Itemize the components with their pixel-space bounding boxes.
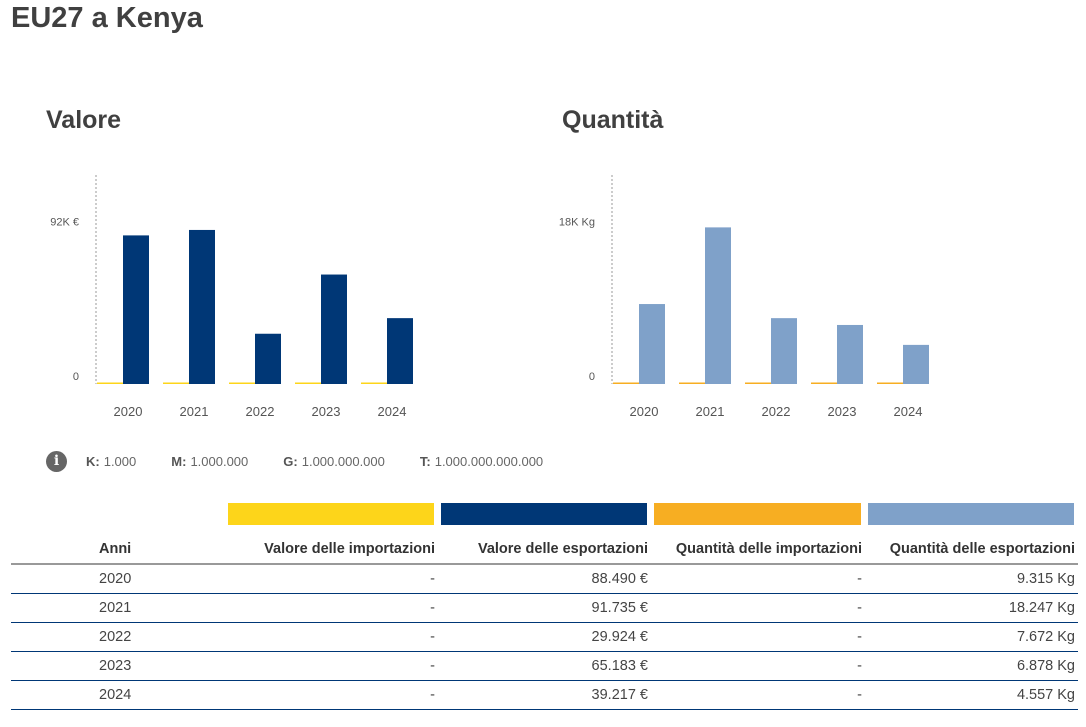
- cell-year: 2023: [11, 651, 225, 681]
- header-anni: Anni: [11, 537, 225, 565]
- cell-export-value: 65.183 €: [438, 651, 651, 681]
- cell-export-quantity: 7.672 Kg: [865, 622, 1078, 652]
- units-legend: i K: 1.000 M: 1.000.000 G: 1.000.000.000 T:…: [46, 450, 578, 472]
- cell-export-quantity: 9.315 Kg: [865, 564, 1078, 594]
- cell-import-quantity: -: [651, 680, 865, 710]
- header-export-quantity: Quantità delle esportazioni: [865, 537, 1078, 565]
- unit-g: G: 1.000.000.000: [283, 453, 385, 469]
- y-tick-label: 0: [73, 371, 79, 383]
- swatch-export-quantity: [868, 503, 1074, 525]
- table-row: 2021 - 91.735 € - 18.247 Kg: [11, 593, 1078, 623]
- y-tick-label: 0: [589, 371, 595, 383]
- bar-import-2024[interactable]: [877, 382, 903, 385]
- header-export-value: Valore delle esportazioni: [438, 537, 651, 565]
- cell-import-quantity: -: [651, 564, 865, 594]
- bar-import-2021[interactable]: [679, 382, 705, 385]
- cell-import-value: -: [225, 593, 438, 623]
- trade-table: Anni Valore delle importazioni Valore de…: [11, 537, 1078, 710]
- bar-export-2021[interactable]: [189, 229, 215, 384]
- table-row: 2023 - 65.183 € - 6.878 Kg: [11, 651, 1078, 681]
- cell-export-value: 29.924 €: [438, 622, 651, 652]
- x-tick-label: 2021: [696, 404, 725, 419]
- cell-export-quantity: 18.247 Kg: [865, 593, 1078, 623]
- cell-export-quantity: 6.878 Kg: [865, 651, 1078, 681]
- bar-import-2023[interactable]: [295, 382, 321, 385]
- cell-export-quantity: 4.557 Kg: [865, 680, 1078, 710]
- cell-export-value: 91.735 €: [438, 593, 651, 623]
- swatch-import-value: [228, 503, 434, 525]
- x-tick-label: 2023: [828, 404, 857, 419]
- cell-year: 2024: [11, 680, 225, 710]
- bar-import-2024[interactable]: [361, 382, 387, 385]
- bar-export-2023[interactable]: [321, 274, 347, 384]
- x-tick-label: 2021: [180, 404, 209, 419]
- bar-export-2022[interactable]: [255, 333, 281, 384]
- bar-import-2023[interactable]: [811, 382, 837, 385]
- x-tick-label: 2020: [114, 404, 143, 419]
- unit-t: T: 1.000.000.000.000: [419, 453, 544, 469]
- cell-import-value: -: [225, 622, 438, 652]
- bar-export-2024[interactable]: [387, 318, 413, 384]
- bar-export-2020[interactable]: [639, 304, 665, 384]
- bar-import-2022[interactable]: [229, 382, 255, 385]
- header-import-value: Valore delle importazioni: [225, 537, 438, 565]
- header-import-quantity: Quantità delle importazioni: [651, 537, 865, 565]
- value-chart-title: Valore: [46, 106, 122, 134]
- unit-k: K: 1.000: [86, 453, 137, 469]
- table-header-row: Anni Valore delle importazioni Valore de…: [11, 537, 1078, 565]
- info-icon[interactable]: i: [46, 450, 67, 472]
- bar-import-2022[interactable]: [745, 382, 771, 385]
- bar-import-2020[interactable]: [97, 382, 123, 385]
- quantity-chart-title: Quantità: [562, 106, 664, 134]
- swatch-import-quantity: [654, 503, 861, 525]
- page-title: EU27 a Kenya: [11, 2, 203, 34]
- cell-export-value: 39.217 €: [438, 680, 651, 710]
- cell-import-value: -: [225, 680, 438, 710]
- bar-export-2024[interactable]: [903, 344, 929, 384]
- unit-m: M: 1.000.000: [171, 453, 249, 469]
- x-tick-label: 2022: [246, 404, 275, 419]
- x-tick-label: 2024: [894, 404, 923, 419]
- table-row: 2024 - 39.217 € - 4.557 Kg: [11, 680, 1078, 710]
- cell-import-quantity: -: [651, 593, 865, 623]
- bar-export-2022[interactable]: [771, 318, 797, 384]
- x-tick-label: 2022: [762, 404, 791, 419]
- bar-import-2021[interactable]: [163, 382, 189, 385]
- x-tick-label: 2020: [630, 404, 659, 419]
- cell-year: 2020: [11, 564, 225, 594]
- bar-export-2023[interactable]: [837, 324, 863, 384]
- table-row: 2022 - 29.924 € - 7.672 Kg: [11, 622, 1078, 652]
- x-tick-label: 2024: [378, 404, 407, 419]
- cell-import-value: -: [225, 564, 438, 594]
- swatch-export-value: [441, 503, 647, 525]
- cell-export-value: 88.490 €: [438, 564, 651, 594]
- y-tick-label: 18K Kg: [559, 217, 595, 229]
- cell-year: 2022: [11, 622, 225, 652]
- x-tick-label: 2023: [312, 404, 341, 419]
- bar-import-2020[interactable]: [613, 382, 639, 385]
- quantity-chart: 0 18K Kg 2020 2021 2022 2023 2024: [559, 175, 929, 419]
- bar-export-2021[interactable]: [705, 227, 731, 384]
- cell-year: 2021: [11, 593, 225, 623]
- value-chart: 0 92K € 2020 2021 2022 2023 2024: [50, 175, 413, 419]
- table-row: 2020 - 88.490 € - 9.315 Kg: [11, 564, 1078, 594]
- y-tick-label: 92K €: [50, 217, 79, 229]
- cell-import-quantity: -: [651, 651, 865, 681]
- cell-import-quantity: -: [651, 622, 865, 652]
- cell-import-value: -: [225, 651, 438, 681]
- bar-export-2020[interactable]: [123, 235, 149, 384]
